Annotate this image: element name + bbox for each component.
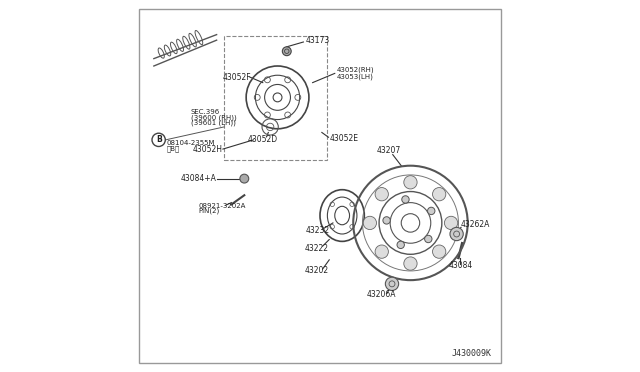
Text: 43052H: 43052H: [192, 145, 222, 154]
Circle shape: [282, 47, 291, 56]
Text: 08921-3202A: 08921-3202A: [198, 203, 246, 209]
Text: 43052E: 43052E: [329, 134, 358, 142]
Text: (39600 (RH)): (39600 (RH)): [191, 115, 237, 121]
Text: 43084: 43084: [448, 261, 472, 270]
Circle shape: [385, 277, 399, 291]
Text: 43206A: 43206A: [366, 291, 396, 299]
Text: PIN(2): PIN(2): [198, 208, 220, 214]
Circle shape: [404, 257, 417, 270]
Text: 43053(LH): 43053(LH): [337, 74, 374, 80]
Text: (39601 (LH)): (39601 (LH)): [191, 120, 236, 126]
Text: 08104-2355M: 08104-2355M: [167, 140, 215, 146]
Text: 43084+A: 43084+A: [180, 174, 216, 183]
Circle shape: [444, 216, 458, 230]
Circle shape: [433, 187, 446, 201]
Text: 43052F: 43052F: [223, 73, 252, 81]
Text: 43262A: 43262A: [461, 220, 490, 229]
Circle shape: [404, 176, 417, 189]
Circle shape: [240, 174, 249, 183]
Circle shape: [383, 217, 390, 224]
Circle shape: [375, 187, 388, 201]
Text: 43202: 43202: [304, 266, 328, 275]
Circle shape: [375, 245, 388, 258]
Text: J430009K: J430009K: [452, 350, 492, 359]
Circle shape: [450, 227, 463, 241]
Text: 43222: 43222: [304, 244, 328, 253]
Circle shape: [428, 207, 435, 215]
Text: 〈B〉: 〈B〉: [167, 145, 180, 152]
Circle shape: [397, 241, 404, 248]
Text: B: B: [156, 135, 161, 144]
Circle shape: [424, 235, 432, 243]
Text: 43052(RH): 43052(RH): [337, 67, 374, 73]
Text: 43207: 43207: [376, 147, 401, 155]
Text: 43052D: 43052D: [248, 135, 278, 144]
Circle shape: [363, 216, 376, 230]
Circle shape: [433, 245, 446, 258]
Circle shape: [402, 196, 409, 203]
Text: 43232: 43232: [305, 226, 330, 235]
Text: 43173: 43173: [305, 36, 330, 45]
Text: SEC.396: SEC.396: [191, 109, 220, 115]
